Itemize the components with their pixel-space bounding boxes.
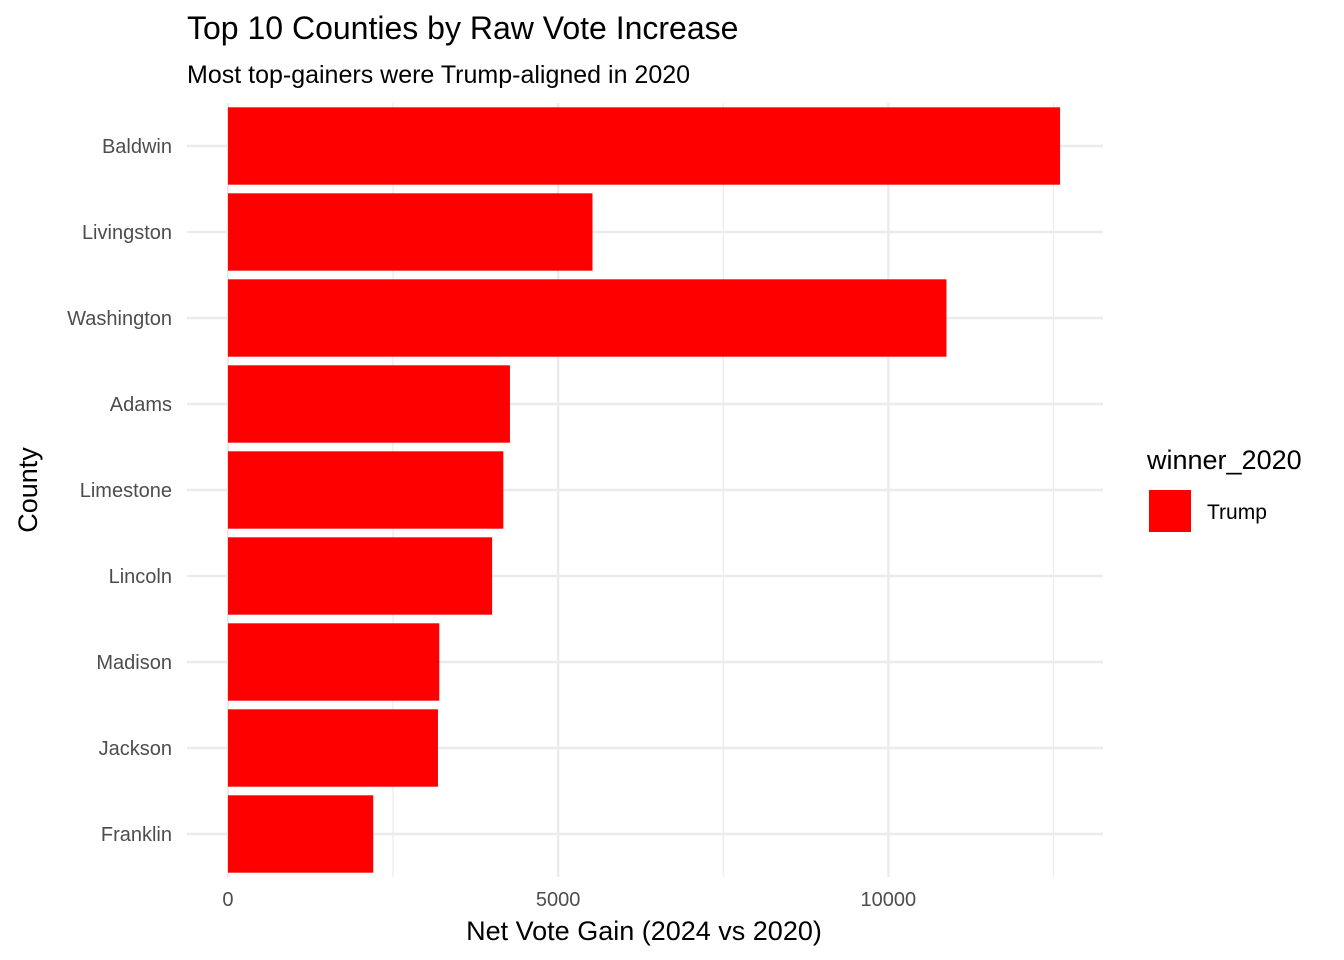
y-tick-label: Baldwin bbox=[102, 136, 172, 158]
legend: winner_2020 Trump bbox=[1146, 445, 1302, 532]
legend-label: Trump bbox=[1207, 501, 1267, 524]
x-axis-title: Net Vote Gain (2024 vs 2020) bbox=[466, 916, 822, 946]
bar-adams bbox=[227, 365, 510, 443]
chart-title: Top 10 Counties by Raw Vote Increase bbox=[187, 10, 738, 46]
chart-subtitle: Most top-gainers were Trump-aligned in 2… bbox=[187, 61, 690, 89]
plot-panel bbox=[187, 103, 1103, 877]
legend-key-trump bbox=[1149, 490, 1191, 532]
bar-franklin bbox=[227, 795, 374, 873]
y-tick-label: Livingston bbox=[82, 222, 172, 244]
y-tick-label: Adams bbox=[110, 394, 172, 416]
y-tick-label: Franklin bbox=[101, 824, 172, 846]
bar-livingston bbox=[227, 193, 593, 271]
y-axis-title: County bbox=[13, 447, 43, 533]
bar-baldwin bbox=[227, 107, 1061, 185]
y-tick-labels: Baldwin Livingston Washington Adams Limeston… bbox=[67, 136, 172, 846]
y-tick-label: Jackson bbox=[99, 738, 172, 760]
x-tick-labels: 0 5000 10000 bbox=[222, 889, 916, 911]
bar-washington bbox=[227, 279, 947, 357]
x-tick-label: 5000 bbox=[536, 889, 581, 911]
x-tick-label: 0 bbox=[222, 889, 233, 911]
bar-jackson bbox=[227, 709, 438, 787]
y-tick-label: Madison bbox=[96, 652, 172, 674]
bar-limestone bbox=[227, 451, 504, 529]
y-tick-label: Lincoln bbox=[109, 566, 172, 588]
x-tick-label: 10000 bbox=[861, 889, 917, 911]
y-tick-label: Limestone bbox=[80, 480, 172, 502]
legend-title: winner_2020 bbox=[1146, 445, 1302, 475]
legend-entries: Trump bbox=[1149, 490, 1267, 532]
bar-madison bbox=[227, 623, 440, 701]
bar-lincoln bbox=[227, 537, 493, 615]
bars bbox=[227, 107, 1061, 873]
y-tick-label: Washington bbox=[67, 308, 172, 330]
